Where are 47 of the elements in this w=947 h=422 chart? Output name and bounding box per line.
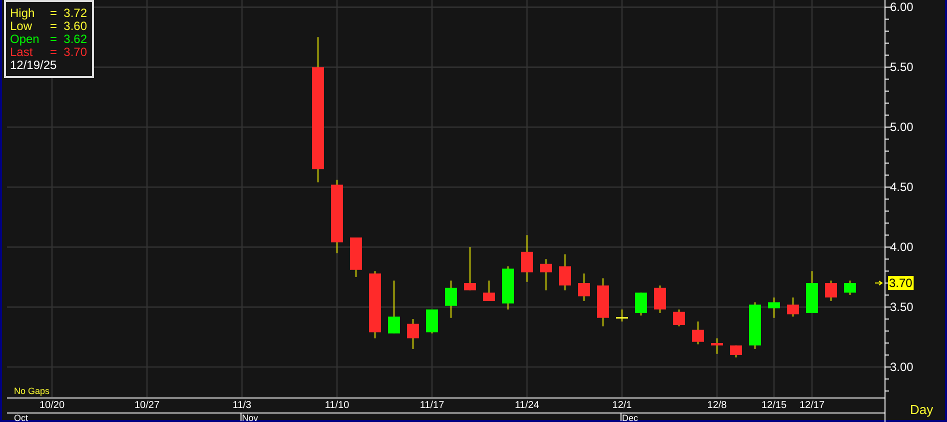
ref-line-label: 3.70 [889, 276, 913, 290]
candlestick [559, 254, 571, 291]
x-tick-label: 11/3 [232, 400, 252, 412]
x-tick-label: 12/8 [707, 400, 728, 412]
candlestick [578, 272, 590, 302]
y-tick-label: 3.50 [890, 300, 914, 314]
y-tick-label: 4.00 [890, 240, 914, 254]
candlestick [844, 280, 856, 296]
x-tick-label: 10/20 [39, 400, 65, 412]
annotation: No Gaps [14, 386, 50, 396]
y-tick-label: 6.00 [890, 0, 914, 14]
text: High = 3.72 [10, 6, 88, 20]
text: Dec [622, 413, 639, 422]
candlestick [407, 318, 419, 350]
x-tick-label: 11/10 [324, 400, 350, 412]
y-tick-label: 5.50 [890, 60, 914, 74]
x-tick-label: 12/15 [761, 400, 787, 412]
text: Nov [242, 413, 259, 422]
candlestick [673, 308, 685, 327]
candlestick [445, 280, 457, 318]
candlestick [426, 308, 438, 334]
x-tick-label: 12/1 [612, 400, 632, 412]
y-tick-label: 3.00 [890, 360, 914, 374]
candlestick [692, 320, 704, 345]
y-tick-label: 5.00 [890, 120, 914, 134]
annotation: Open = 3.62 [10, 32, 88, 46]
candlestick [464, 246, 476, 291]
candlestick [787, 296, 799, 318]
x-tick-label: 11/24 [514, 400, 540, 412]
x-tick-label: 11/17 [420, 400, 445, 412]
text: Oct [14, 413, 28, 422]
text: Last = 3.70 [10, 45, 88, 59]
x-tick-label: 12/17 [799, 400, 825, 412]
candlestick [654, 284, 666, 314]
annotation: 12/19/25 [10, 58, 58, 72]
candlestick [768, 296, 780, 318]
candlestick [825, 280, 837, 302]
x-tick-label: 10/27 [134, 400, 160, 412]
candlestick [635, 292, 647, 316]
candlestick [483, 280, 495, 302]
y-tick-label: 4.50 [890, 180, 914, 194]
text: Day [910, 402, 934, 417]
text: Low = 3.60 [10, 19, 88, 33]
candlestick [388, 280, 400, 334]
candlestick [540, 258, 552, 291]
candlestick [521, 234, 533, 282]
candlestick [711, 338, 723, 354]
